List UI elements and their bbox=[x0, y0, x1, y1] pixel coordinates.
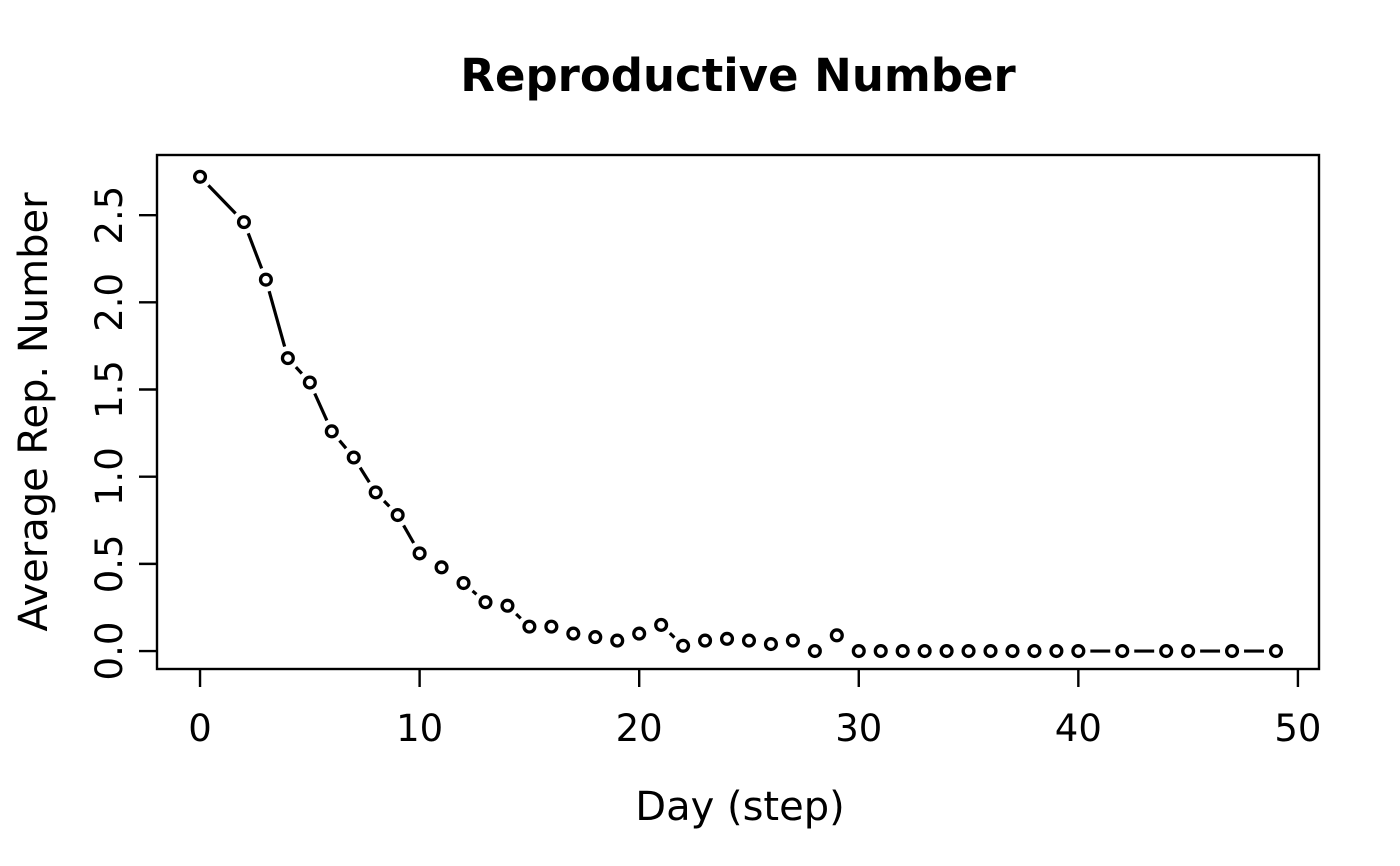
y-axis-tick-label: 0.0 bbox=[88, 622, 131, 681]
data-point bbox=[368, 485, 383, 500]
data-point bbox=[939, 643, 954, 659]
data-point bbox=[763, 637, 778, 652]
data-point bbox=[456, 575, 471, 591]
data-point bbox=[1115, 643, 1130, 659]
data-point bbox=[566, 626, 581, 641]
line-segment bbox=[207, 184, 237, 215]
data-point bbox=[522, 619, 537, 634]
line-segment bbox=[668, 632, 676, 639]
data-point bbox=[1005, 643, 1020, 659]
data-point bbox=[610, 633, 625, 648]
data-point bbox=[544, 619, 559, 634]
data-point bbox=[895, 643, 910, 659]
data-point bbox=[500, 598, 515, 613]
data-point bbox=[1159, 643, 1174, 659]
data-point bbox=[719, 631, 735, 646]
data-point bbox=[654, 617, 669, 632]
data-point bbox=[917, 643, 932, 659]
line-segment bbox=[382, 499, 391, 508]
line-segment bbox=[338, 439, 348, 450]
data-point bbox=[676, 638, 691, 653]
x-axis-tick-label: 20 bbox=[616, 707, 663, 750]
chart-title: Reproductive Number bbox=[460, 49, 1016, 102]
data-point bbox=[478, 595, 493, 610]
data-point bbox=[785, 633, 800, 648]
data-point bbox=[1049, 643, 1064, 659]
data-point bbox=[346, 450, 361, 465]
line-segment bbox=[402, 524, 416, 544]
data-point bbox=[851, 643, 866, 659]
x-axis-tick-label: 10 bbox=[396, 707, 443, 750]
data-point bbox=[873, 643, 888, 659]
y-axis-tick-label: 1.5 bbox=[88, 360, 131, 419]
y-axis-tick-label: 2.0 bbox=[88, 273, 131, 332]
data-point bbox=[698, 633, 713, 648]
y-axis-tick-label: 2.5 bbox=[88, 186, 131, 245]
data-point bbox=[1071, 643, 1086, 659]
data-point bbox=[258, 272, 273, 287]
data-point bbox=[280, 351, 295, 366]
line-segment bbox=[515, 612, 522, 620]
data-point bbox=[741, 633, 757, 648]
x-axis-tick-label: 0 bbox=[188, 707, 212, 750]
x-axis-tick-label: 40 bbox=[1055, 707, 1102, 750]
data-point bbox=[192, 169, 208, 184]
x-axis-tick-label: 30 bbox=[835, 707, 882, 750]
data-point bbox=[412, 546, 427, 561]
data-point bbox=[588, 630, 603, 645]
data-point bbox=[807, 643, 822, 659]
data-point bbox=[829, 628, 844, 643]
data-point bbox=[1027, 643, 1042, 659]
data-point bbox=[434, 560, 449, 575]
data-point bbox=[302, 375, 317, 390]
data-point bbox=[983, 643, 998, 659]
data-point bbox=[390, 507, 405, 523]
x-axis-title: Day (step) bbox=[635, 784, 844, 830]
data-point bbox=[1224, 643, 1240, 659]
line-segment bbox=[294, 365, 303, 375]
axes: 0 10 20 30 40 50 0.0 0.5 1.0 1.5 2.0 2.5 bbox=[88, 186, 1321, 750]
line-segment bbox=[246, 232, 264, 270]
data-series bbox=[192, 169, 1284, 659]
y-axis-tick-label: 1.0 bbox=[88, 447, 131, 506]
line-segment bbox=[313, 392, 329, 422]
data-point bbox=[236, 215, 252, 230]
data-point bbox=[324, 424, 339, 439]
y-axis-title: Average Rep. Number bbox=[11, 192, 57, 632]
plot-area-border bbox=[155, 153, 1321, 671]
line-segment bbox=[267, 290, 287, 347]
y-axis-tick-label: 0.5 bbox=[88, 534, 131, 593]
line-segment bbox=[358, 466, 371, 484]
data-point bbox=[632, 626, 647, 641]
data-point bbox=[1181, 643, 1196, 659]
line-segment bbox=[471, 589, 478, 596]
data-point bbox=[1268, 643, 1284, 659]
x-axis-tick-label: 50 bbox=[1274, 707, 1321, 750]
data-point bbox=[961, 643, 976, 659]
